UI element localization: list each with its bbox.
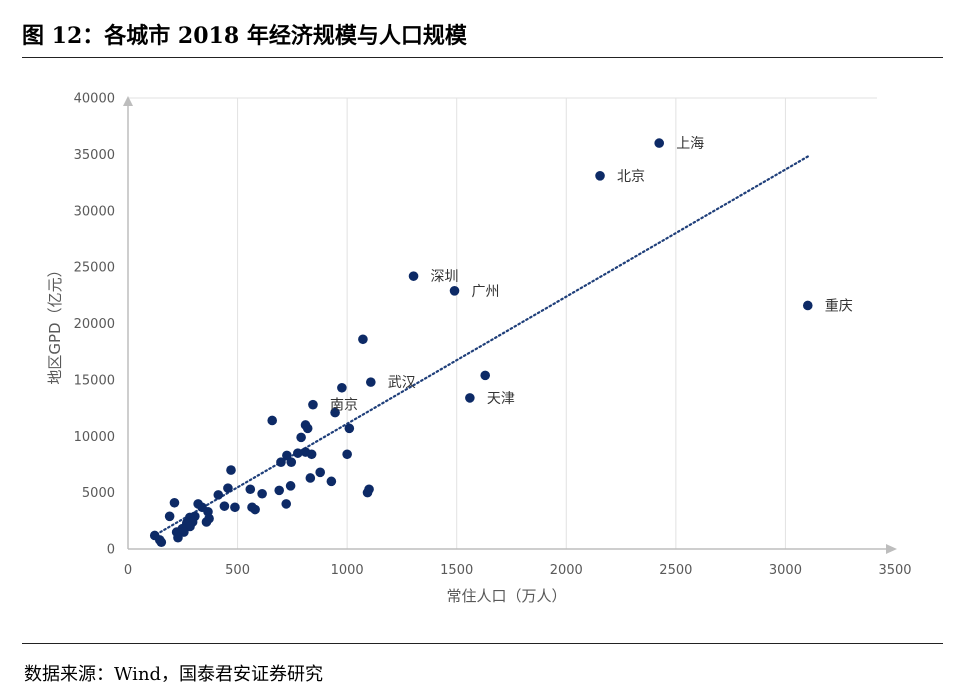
data-point [276, 457, 286, 467]
x-axis-title: 常住人口（万人） [446, 587, 566, 605]
figure-title: 图 12：各城市 2018 年经济规模与人口规模 [22, 23, 467, 49]
trendline [155, 154, 811, 536]
data-point [344, 423, 355, 434]
data-point [223, 483, 233, 493]
data-point [219, 501, 230, 511]
data-point [286, 457, 297, 467]
data-point [213, 490, 224, 500]
tick-labels: 0 500 1000 1500 2000 2500 3000 3500050001000015… [74, 92, 912, 579]
data-point [358, 334, 368, 345]
y-axis-arrow [123, 96, 133, 106]
grid-layer [128, 97, 877, 549]
point-label: 广州 [472, 284, 500, 300]
x-tick-label: 3500 [878, 563, 911, 578]
labeled-data-point [366, 377, 376, 387]
data-point [285, 481, 296, 491]
data-point [164, 511, 175, 522]
data-point [337, 382, 347, 393]
axes [123, 96, 897, 554]
x-tick-label: 1000 [331, 563, 364, 578]
y-tick-label: 25000 [74, 261, 115, 276]
data-point [296, 432, 306, 443]
x-axis-arrow [886, 544, 897, 554]
data-point [330, 407, 340, 418]
data-point [281, 499, 292, 509]
labeled-data-point [308, 399, 318, 410]
data-point [169, 497, 180, 508]
data-point [305, 473, 316, 483]
y-tick-label: 30000 [74, 204, 115, 219]
y-tick-label: 20000 [74, 317, 115, 332]
labeled-data-point [465, 393, 475, 403]
x-tick-label: 500 [225, 563, 250, 578]
y-tick-label: 5000 [82, 486, 115, 501]
point-label: 南京 [330, 398, 358, 414]
y-axis-title: 地区GPD（亿元） [46, 262, 64, 384]
labeled-data-point [595, 170, 605, 181]
y-tick-label: 15000 [74, 373, 115, 388]
y-tick-label: 40000 [74, 92, 115, 107]
source-note: 数据来源：Wind，国泰君安证券研究 [24, 664, 324, 685]
footer-rule [22, 643, 943, 644]
data-point [302, 423, 313, 434]
data-point [362, 487, 373, 498]
x-tick-label: 2000 [550, 563, 583, 578]
point-label: 武汉 [388, 375, 416, 391]
data-point [173, 532, 183, 543]
point-label: 北京 [617, 169, 645, 185]
data-point [230, 502, 240, 513]
labeled-data-point [802, 300, 813, 311]
data-point [315, 467, 325, 478]
data-point [480, 370, 491, 381]
data-point [326, 476, 337, 487]
labeled-data-point [654, 138, 665, 148]
data-point [226, 465, 236, 475]
data-point [156, 537, 167, 548]
y-tick-label: 10000 [74, 430, 115, 445]
data-point [267, 415, 277, 426]
data-point [250, 504, 260, 515]
data-point [274, 485, 285, 496]
x-tick-label: 1500 [440, 563, 473, 578]
data-point [185, 521, 195, 532]
point-label: 上海 [676, 136, 704, 152]
data-points [149, 138, 813, 548]
point-label: 重庆 [825, 298, 853, 314]
data-point [342, 449, 352, 460]
point-label: 深圳 [431, 269, 459, 285]
labeled-data-point [408, 271, 419, 281]
data-point [201, 517, 212, 527]
labeled-data-point [449, 286, 460, 296]
data-point [306, 449, 317, 460]
x-tick-label: 2500 [659, 563, 692, 578]
data-point [293, 448, 303, 458]
data-point [257, 488, 267, 499]
y-tick-label: 35000 [74, 148, 115, 163]
title-rule [22, 57, 943, 58]
data-point [245, 484, 256, 495]
x-tick-label: 0 [124, 563, 132, 578]
y-tick-label: 0 [107, 543, 115, 558]
x-tick-label: 3000 [769, 563, 802, 578]
point-label: 天津 [487, 391, 515, 407]
